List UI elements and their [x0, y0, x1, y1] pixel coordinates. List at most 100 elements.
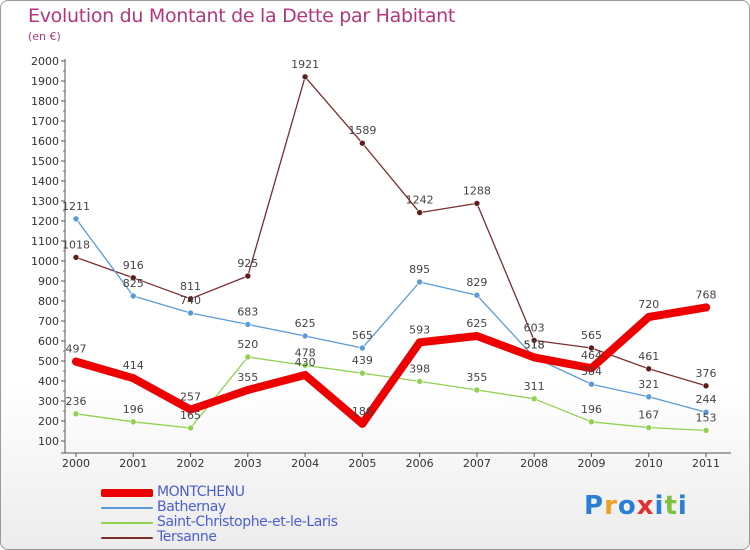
- data-label: 398: [409, 362, 430, 375]
- data-point: [587, 364, 596, 373]
- data-point: [473, 200, 481, 207]
- y-tick-label: 1600: [31, 135, 59, 148]
- data-label: 1921: [291, 58, 319, 71]
- legend-label: Saint-Christophe-et-le-Laris: [157, 514, 338, 530]
- series-line-tersanne: [75, 76, 707, 387]
- data-point: [301, 332, 309, 340]
- data-point: [72, 410, 80, 418]
- data-point: [645, 424, 653, 431]
- data-point: [416, 378, 423, 385]
- y-tick-label: 1800: [31, 95, 59, 108]
- x-tick-label: 2007: [463, 457, 491, 470]
- data-label: 376: [696, 367, 717, 380]
- data-point: [301, 371, 310, 379]
- data-point: [186, 405, 195, 414]
- data-label: 593: [409, 323, 430, 336]
- data-point: [645, 365, 653, 373]
- data-point: [358, 419, 367, 428]
- y-tick-label: 600: [38, 335, 59, 348]
- data-label: 321: [638, 378, 659, 391]
- data-label: 811: [180, 280, 201, 293]
- data-label: 311: [524, 380, 545, 393]
- data-point: [415, 338, 424, 347]
- data-label: 565: [581, 329, 602, 342]
- data-label: 244: [696, 393, 717, 406]
- y-tick-label: 1900: [31, 75, 59, 88]
- x-tick-label: 2001: [119, 457, 147, 470]
- y-tick-label: 500: [38, 355, 59, 368]
- y-tick-label: 700: [38, 315, 59, 328]
- data-point: [187, 424, 194, 432]
- x-tick-label: 2011: [692, 457, 720, 470]
- data-label: 895: [409, 263, 430, 276]
- data-point: [416, 278, 423, 286]
- y-tick-label: 400: [38, 375, 59, 388]
- data-label: 518: [524, 338, 545, 351]
- data-point: [645, 393, 653, 401]
- data-label: 829: [466, 276, 487, 289]
- logo-letter: x: [636, 491, 655, 521]
- logo-letter: t: [664, 491, 678, 521]
- data-label: 925: [237, 257, 258, 270]
- proxiti-logo[interactable]: Proxiti: [584, 491, 688, 521]
- data-point: [244, 272, 252, 280]
- data-point: [243, 386, 252, 394]
- y-tick-label: 800: [38, 295, 59, 308]
- data-point: [129, 274, 137, 282]
- y-tick-label: 1500: [31, 155, 59, 168]
- data-label: 518: [524, 338, 545, 351]
- series-line-saint-christophe-et-le-laris: [75, 356, 707, 432]
- data-label: 384: [581, 365, 602, 378]
- y-tick-label: 1000: [31, 255, 59, 268]
- y-tick-label: 300: [38, 395, 59, 408]
- x-tick-label: 2003: [234, 457, 262, 470]
- legend-swatch: [101, 537, 153, 539]
- data-label: 464: [581, 349, 602, 362]
- data-label: 165: [180, 409, 201, 422]
- data-label: 355: [466, 371, 487, 384]
- data-point: [72, 254, 80, 261]
- data-label: 1242: [406, 194, 434, 207]
- legend-label: MONTCHENU: [157, 484, 245, 500]
- data-label: 497: [66, 343, 87, 356]
- data-label: 153: [696, 411, 717, 424]
- data-point: [301, 362, 309, 369]
- data-label: 1589: [348, 124, 376, 137]
- data-point: [301, 73, 309, 81]
- data-point: [244, 353, 252, 361]
- legend-swatch: [101, 507, 153, 509]
- data-point: [588, 380, 595, 388]
- data-point: [530, 395, 538, 403]
- y-tick-label: 1200: [31, 215, 59, 228]
- data-label: 1018: [62, 238, 90, 251]
- data-point: [588, 418, 595, 426]
- data-point: [359, 369, 366, 377]
- x-tick-label: 2006: [406, 457, 434, 470]
- logo-letter: o: [617, 491, 637, 521]
- data-label: 720: [638, 298, 659, 311]
- data-label: 430: [295, 356, 316, 369]
- data-label: 1288: [463, 184, 491, 197]
- data-point: [702, 303, 710, 312]
- data-point: [72, 357, 80, 366]
- series-line-montchenu: [72, 303, 710, 428]
- data-point: [129, 374, 138, 383]
- y-tick-label: 1100: [31, 235, 59, 248]
- y-tick-label: 900: [38, 275, 59, 288]
- data-label: 520: [237, 338, 258, 351]
- x-tick-label: 2010: [635, 457, 663, 470]
- data-point: [244, 321, 252, 328]
- legend-swatch: [101, 489, 153, 497]
- logo-letter: i: [677, 491, 688, 521]
- data-point: [644, 313, 653, 321]
- y-tick-label: 1700: [31, 115, 59, 128]
- x-tick-label: 2009: [577, 457, 605, 470]
- x-tick-label: 2005: [348, 457, 376, 470]
- data-point: [359, 139, 366, 147]
- data-point: [530, 353, 539, 362]
- data-point: [129, 292, 137, 300]
- x-tick-label: 2008: [520, 457, 548, 470]
- data-point: [187, 309, 194, 317]
- legend-swatch: [101, 522, 153, 524]
